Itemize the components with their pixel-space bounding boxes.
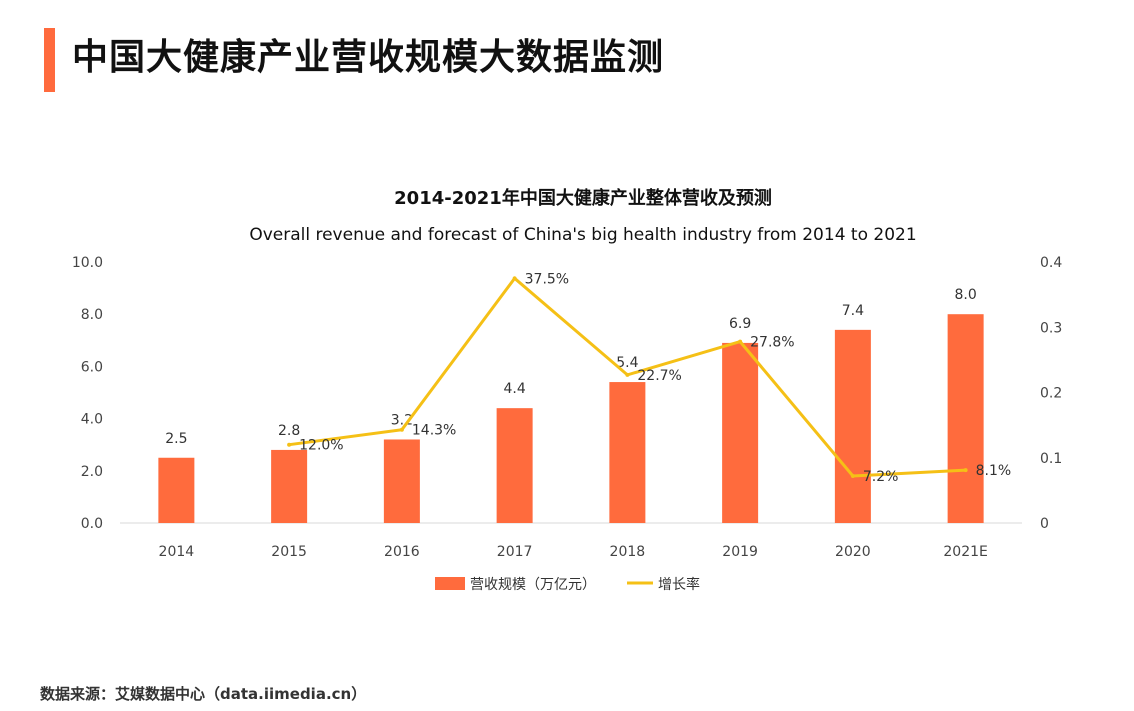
chart-subtitle: Overall revenue and forecast of China's … (249, 225, 916, 245)
y-left-tick-label: 2.0 (81, 464, 103, 480)
growth-rate-point (850, 474, 855, 479)
title-accent-bar (44, 28, 55, 92)
growth-rate-point (625, 372, 630, 377)
y-left-tick-label: 10.0 (72, 255, 103, 271)
growth-rate-point (738, 339, 743, 344)
line-layer: 12.0% 14.3% 37.5% 22.7% 27.8% 7.2% 8.1% (287, 271, 1011, 485)
legend-bar-swatch (435, 577, 465, 590)
growth-rate-label: 22.7% (637, 368, 681, 384)
x-tick-label: 2021E (943, 544, 987, 560)
x-tick-label: 2018 (610, 544, 646, 560)
legend-bar-label: 营收规模（万亿元） (470, 577, 596, 593)
growth-rate-label: 7.2% (863, 469, 899, 485)
y-right-tick-label: 0 (1040, 516, 1049, 532)
bar-value-label: 5.4 (616, 355, 638, 371)
bar (496, 408, 533, 523)
x-tick-label: 2020 (835, 544, 871, 560)
bar (722, 342, 759, 523)
bar-value-label: 7.4 (842, 303, 864, 319)
x-tick-label: 2015 (271, 544, 307, 560)
bar-value-label: 4.4 (503, 381, 525, 397)
axes-layer: 0.0 2.0 4.0 6.0 8.0 10.0 0 0.1 0.2 0.3 0.4 2014 2015… (72, 255, 1063, 560)
legend: 营收规模（万亿元） 增长率 (435, 576, 700, 593)
y-right-tick-label: 0.4 (1040, 255, 1062, 271)
bar (271, 449, 308, 523)
data-source: 数据来源：艾媒数据中心（data.iimedia.cn） (40, 685, 367, 703)
bar (947, 314, 984, 523)
y-right-tick-label: 0.3 (1040, 320, 1062, 336)
growth-rate-point (512, 276, 517, 281)
growth-rate-point (287, 442, 292, 447)
growth-rate-point (399, 427, 404, 432)
y-left-tick-label: 8.0 (81, 307, 103, 323)
growth-rate-label: 8.1% (976, 463, 1012, 479)
x-tick-label: 2014 (159, 544, 195, 560)
y-left-tick-label: 4.0 (81, 412, 103, 428)
bar-value-label: 6.9 (729, 316, 751, 332)
chart-title: 2014-2021年中国大健康产业整体营收及预测 (394, 187, 772, 209)
x-tick-label: 2016 (384, 544, 420, 560)
x-tick-label: 2019 (722, 544, 758, 560)
growth-rate-point (963, 468, 968, 473)
page-title: 中国大健康产业营收规模大数据监测 (72, 37, 665, 78)
bars-layer: 2.5 2.83.24.45.46.97.48.0 (158, 287, 984, 523)
y-left-tick-label: 6.0 (81, 359, 103, 375)
x-tick-label: 2017 (497, 544, 533, 560)
bar (383, 439, 420, 523)
growth-rate-label: 12.0% (299, 438, 343, 454)
bar-value-label: 2.5 (165, 431, 187, 447)
growth-rate-label: 27.8% (750, 335, 794, 351)
legend-line-label: 增长率 (658, 576, 700, 593)
growth-rate-label: 37.5% (525, 271, 569, 287)
y-left-tick-label: 0.0 (81, 516, 103, 532)
y-right-tick-label: 0.1 (1040, 451, 1062, 467)
bar (158, 457, 195, 523)
bar-value-label: 2.8 (278, 423, 300, 439)
growth-rate-label: 14.3% (412, 423, 456, 439)
bar-value-label: 8.0 (954, 287, 976, 303)
y-right-tick-label: 0.2 (1040, 386, 1062, 402)
bar (834, 329, 871, 523)
bar (609, 382, 646, 523)
